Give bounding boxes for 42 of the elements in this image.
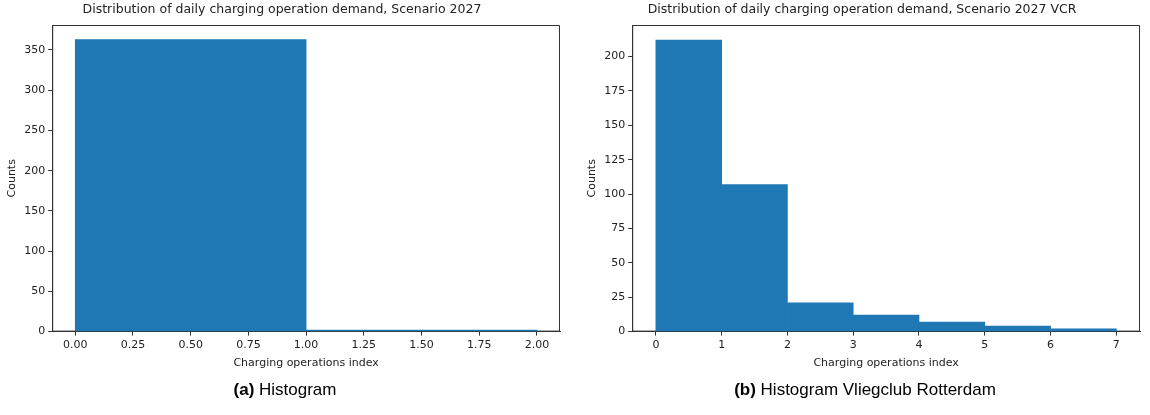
x-tick-label: 4 xyxy=(915,338,923,352)
x-tick-label: 3 xyxy=(849,338,857,352)
y-tick-label: 0 xyxy=(618,324,626,338)
y-tick-label: 350 xyxy=(24,42,46,56)
y-tick-label: 200 xyxy=(24,163,46,177)
x-tick-label: 2 xyxy=(783,338,791,352)
y-tick-label: 75 xyxy=(611,221,626,235)
y-tick-label: 200 xyxy=(604,49,626,63)
x-tick-label: 6 xyxy=(1047,338,1055,352)
x-tick-label: 1.00 xyxy=(293,338,319,352)
y-axis-title: Counts xyxy=(585,158,599,198)
text: (a) Histogram xyxy=(232,380,338,400)
y-axis-title: Counts xyxy=(5,158,19,198)
text: (b) Histogram Vliegclub Rotterdam xyxy=(733,380,997,400)
y-tick-label: 50 xyxy=(31,284,46,298)
x-tick-label: 0.25 xyxy=(120,338,146,352)
y-tick-label: 50 xyxy=(611,255,626,269)
chart-title: Distribution of daily charging operation demand, Scenario 2027 xyxy=(82,0,482,16)
y-tick-label: 150 xyxy=(604,118,626,132)
x-tick-label: 1.75 xyxy=(466,338,492,352)
x-tick-label: 5 xyxy=(981,338,989,352)
y-tick-label: 100 xyxy=(604,186,626,200)
y-tick-label: 100 xyxy=(24,243,46,257)
y-tick-label: 125 xyxy=(604,152,626,166)
y-tick-label: 0 xyxy=(38,324,46,338)
x-axis-title: Charging operations index xyxy=(813,356,960,370)
x-axis-title: Charging operations index xyxy=(233,356,380,370)
y-tick-label: 25 xyxy=(611,290,626,304)
x-tick-label: 7 xyxy=(1112,338,1120,352)
x-tick-label: 0.75 xyxy=(236,338,261,352)
x-tick-label: 0.50 xyxy=(178,338,203,352)
chart-title: Distribution of daily charging operation demand, Scenario 2027 VCR xyxy=(647,0,1077,16)
x-tick-label: 2.00 xyxy=(524,338,550,352)
x-tick-label: 1.25 xyxy=(351,338,377,352)
y-tick-label: 250 xyxy=(24,123,46,137)
y-tick-label: 300 xyxy=(24,83,46,97)
x-tick-label: 1.50 xyxy=(409,338,434,352)
x-tick-label: 0 xyxy=(652,338,660,352)
x-tick-label: 1 xyxy=(718,338,726,352)
x-tick-label: 0.00 xyxy=(63,338,88,352)
y-tick-label: 150 xyxy=(24,203,46,217)
y-tick-label: 175 xyxy=(604,83,626,97)
